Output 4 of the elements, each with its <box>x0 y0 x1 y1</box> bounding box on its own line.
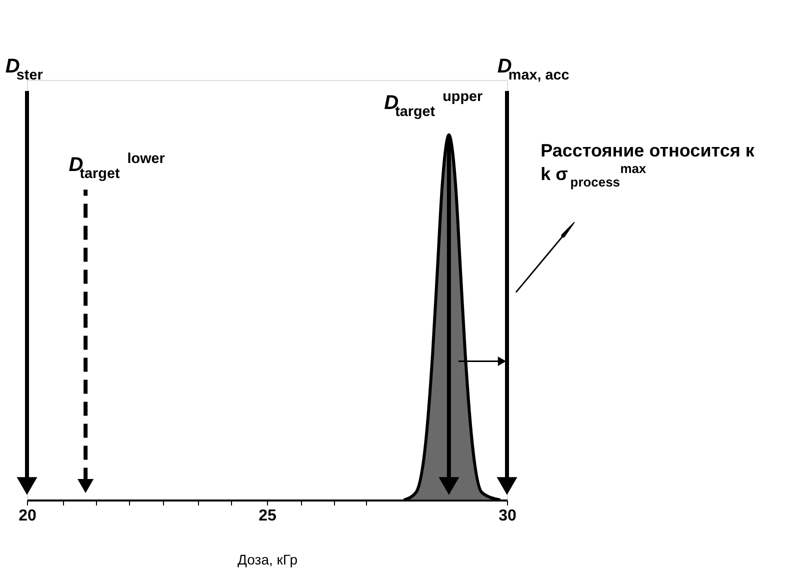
x-tick-label: 25 <box>258 508 276 524</box>
x-tick-label: 20 <box>18 508 36 524</box>
x-axis-title: Доза, кГр <box>238 552 298 568</box>
x-tick-label: 30 <box>498 508 516 524</box>
